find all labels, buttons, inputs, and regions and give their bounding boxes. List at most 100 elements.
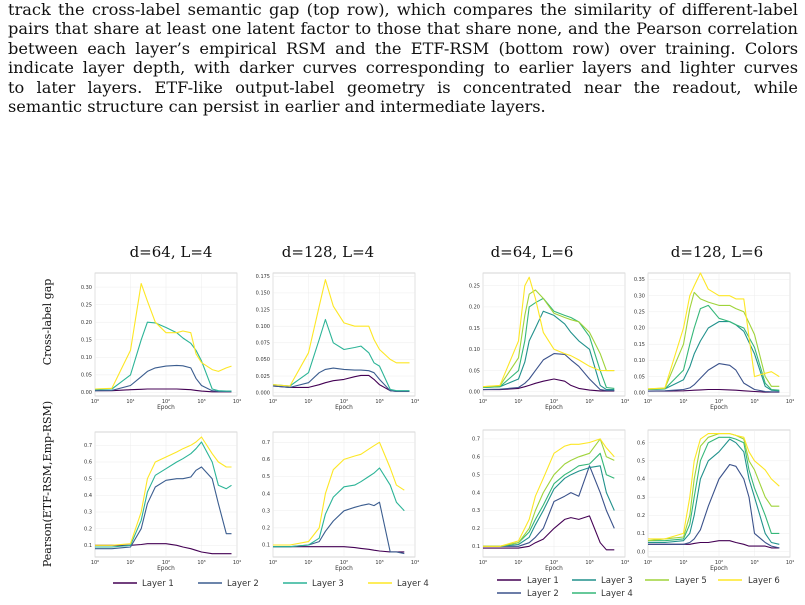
series-line-layer-2 (95, 466, 232, 550)
y-tick-label: 0.25 (634, 310, 645, 316)
y-tick-label: 0.3 (472, 508, 480, 514)
series-line-layer-2 (647, 363, 780, 393)
series-line-layer-6 (647, 272, 780, 390)
y-tick-label: 0.6 (84, 460, 92, 466)
y-tick-label: 0.15 (81, 337, 92, 343)
x-tick-label: 10³ (375, 399, 383, 405)
y-tick-label: 0.025 (256, 374, 270, 380)
y-tick-label: 0.6 (637, 440, 645, 446)
legend-label: Layer 1 (142, 579, 174, 589)
y-tick-label: 0.2 (637, 513, 645, 519)
x-tick-label: 10¹ (514, 560, 522, 566)
caption-line: pairs that share at least one latent fac… (8, 19, 798, 39)
x-tick-label: 10⁴ (621, 399, 629, 405)
y-tick-label: 0.05 (81, 373, 92, 379)
legend-label: Layer 1 (527, 576, 559, 586)
y-tick-label: 0.25 (469, 283, 480, 289)
x-tick-label: 10³ (197, 399, 205, 405)
series-line-layer-1 (648, 388, 780, 393)
x-axis-label: Epoch (335, 566, 353, 572)
series-line-layer-1 (483, 515, 615, 551)
y-tick-label: 0.2 (84, 526, 92, 532)
y-tick-label: 0.5 (84, 476, 92, 482)
y-tick-label: 0.20 (469, 305, 480, 311)
caption-line: semantic structure can persist in earlie… (8, 97, 546, 117)
legend-label: Layer 3 (601, 576, 633, 586)
subplot-5: 10⁰ 10¹ 10² 10³ 10⁴ 0.1 0.2 0.3 0.4 0.5 0.6 0.7 Epoc… (84, 431, 241, 572)
series-line-layer-3 (482, 310, 615, 391)
y-tick-label: 0.30 (634, 293, 645, 299)
series-line-layer-4 (273, 441, 405, 546)
series-line-layer-3 (647, 321, 780, 392)
series-line-layer-1 (483, 378, 615, 392)
series-line-layer-4 (95, 436, 232, 546)
x-tick-label: 10⁴ (233, 560, 241, 566)
subplot-title: d=128, L=6 (671, 243, 763, 261)
legend-label: Layer 5 (675, 576, 707, 586)
legend-right: Layer 1 Layer 3 Layer 5 Layer 6 Layer 2 … (497, 576, 780, 599)
series-line-layer-6 (482, 276, 615, 388)
x-tick-label: 10⁰ (644, 560, 652, 566)
x-axis-label: Epoch (157, 405, 175, 411)
x-axis-label: Epoch (710, 566, 728, 572)
y-tick-label: 0.20 (81, 320, 92, 326)
y-tick-label: 0.4 (84, 493, 92, 499)
subplot-1: 10⁰ 10¹ 10² 10³ 10⁴ 0.00 0.05 0.10 0.15 0.20 0.25 0… (81, 243, 241, 411)
caption-line: indicate layer depth, with darker curves… (8, 58, 798, 78)
x-axis-label: Epoch (545, 566, 563, 572)
y-tick-label: 0.15 (469, 326, 480, 332)
row-label-bottom: Pearson(ETF-RSM,Emp-RSM) (41, 401, 54, 567)
caption-line: between each layer’s empirical RSM and t… (8, 38, 798, 58)
x-tick-label: 10² (550, 560, 558, 566)
x-tick-label: 10¹ (126, 399, 134, 405)
x-axis-label: Epoch (710, 405, 728, 411)
y-tick-label: 0.00 (634, 390, 645, 396)
series-line-layer-2 (272, 367, 410, 392)
x-axis-label: Epoch (545, 405, 563, 411)
y-tick-label: 0.150 (256, 291, 270, 297)
x-axis-label: Epoch (157, 566, 175, 572)
y-tick-label: 0.00 (469, 389, 480, 395)
x-tick-label: 10⁴ (411, 560, 419, 566)
series-line-layer-2 (648, 463, 780, 549)
y-tick-label: 0.25 (81, 302, 92, 308)
x-tick-label: 10³ (750, 560, 758, 566)
y-tick-label: 0.3 (637, 495, 645, 501)
series-line-layer-6 (483, 438, 615, 547)
series-line-layer-3 (94, 321, 232, 392)
series-line-layer-3 (272, 318, 410, 392)
series-line-layer-4 (272, 279, 410, 387)
y-tick-label: 0.050 (256, 357, 270, 363)
series-line-layer-2 (94, 364, 232, 392)
figure-caption: track the cross-label semantic gap (top … (8, 0, 798, 116)
x-tick-label: 10² (162, 399, 170, 405)
x-tick-label: 10¹ (126, 560, 134, 566)
y-tick-label: 0.3 (262, 508, 270, 514)
series-line-layer-3 (273, 467, 405, 548)
y-tick-label: 0.5 (637, 459, 645, 465)
x-tick-label: 10¹ (679, 560, 687, 566)
x-tick-label: 10⁰ (479, 560, 487, 566)
y-tick-label: 0.125 (256, 307, 270, 313)
x-tick-label: 10² (550, 399, 558, 405)
series-line-layer-3 (483, 465, 615, 547)
x-tick-label: 10¹ (679, 399, 687, 405)
subplot-3: 10⁰ 10¹ 10² 10³ 10⁴ 0.00 0.05 0.10 0.15 0.20 0.25 E… (469, 243, 629, 411)
caption-line: to later layers. ETF-like output-label g… (8, 77, 798, 97)
legend-left: Layer 1 Layer 2 Layer 3 Layer 4 (113, 579, 429, 589)
x-tick-label: 10⁰ (91, 399, 99, 405)
x-tick-label: 10⁰ (269, 399, 277, 405)
subplot-8: 10⁰ 10¹ 10² 10³ 10⁴ 0.0 0.1 0.2 0.3 0.4 0.5 0.6 Epoc… (637, 429, 794, 572)
subplot-6: 10⁰ 10¹ 10² 10³ 10⁴ 0.1 0.2 0.3 0.4 0.5 0.6 0.7 Epoc… (262, 431, 419, 572)
y-tick-label: 0.05 (469, 368, 480, 374)
series-line-layer-2 (482, 353, 615, 392)
y-tick-label: 0.4 (472, 490, 480, 496)
y-tick-label: 0.05 (634, 374, 645, 380)
y-tick-label: 0.3 (84, 510, 92, 516)
x-tick-label: 10² (715, 560, 723, 566)
series-line-layer-2 (483, 465, 615, 547)
y-tick-label: 0.7 (262, 440, 270, 446)
y-tick-label: 0.5 (472, 472, 480, 478)
x-tick-label: 10⁰ (91, 560, 99, 566)
